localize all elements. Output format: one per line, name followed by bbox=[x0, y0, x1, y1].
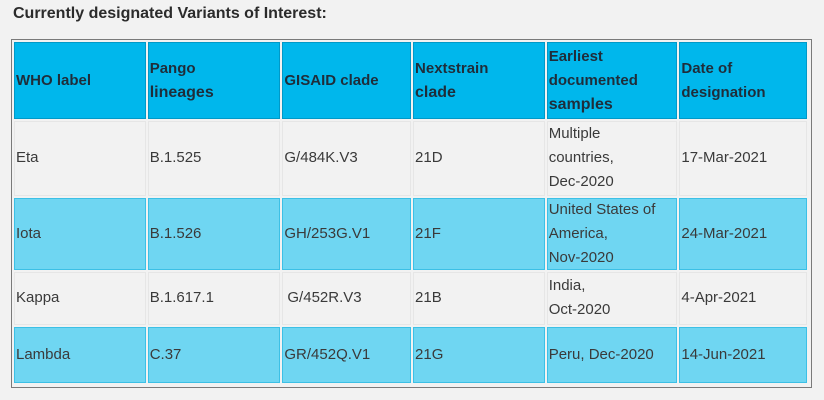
earliest-line: Peru, Dec-2020 bbox=[548, 345, 654, 363]
header-earliest-line1: Earliest bbox=[548, 47, 603, 65]
cell-pango: B.1.525 bbox=[147, 121, 281, 196]
cell-earliest: United States of America, Nov-2020 bbox=[546, 197, 678, 271]
cell-gisaid: G/484K.V3 bbox=[282, 121, 412, 196]
table-row: Kappa B.1.617.1 G/452R.V3 21B India, Oct… bbox=[14, 272, 807, 325]
header-nextstrain-clade: Nextstrain clade bbox=[413, 42, 545, 119]
table-row: Eta B.1.525 G/484K.V3 21D Multiple count… bbox=[14, 121, 807, 196]
cell-who-label: Kappa bbox=[14, 272, 146, 325]
cell-nextstrain: 21D bbox=[413, 121, 545, 196]
cell-date: 17-Mar-2021 bbox=[679, 121, 807, 196]
table-header-row: WHO label Pango lineages GISAID clade Ne… bbox=[14, 42, 807, 119]
header-pango-line1: Pango bbox=[149, 59, 196, 77]
header-who-label: WHO label bbox=[14, 42, 146, 119]
earliest-line: Nov-2020 bbox=[548, 248, 614, 266]
variants-of-interest-table: WHO label Pango lineages GISAID clade Ne… bbox=[12, 40, 809, 385]
variants-table-frame: WHO label Pango lineages GISAID clade Ne… bbox=[11, 39, 812, 388]
header-earliest-line3: samples bbox=[548, 95, 613, 113]
table-row: Iota B.1.526 GH/253G.V1 21F United State… bbox=[14, 197, 807, 271]
header-pango-line2: lineages bbox=[149, 83, 214, 101]
header-earliest-samples: Earliest documented samples bbox=[546, 42, 678, 119]
cell-nextstrain: 21G bbox=[413, 326, 545, 383]
header-pango-lineages: Pango lineages bbox=[147, 42, 281, 119]
cell-nextstrain: 21F bbox=[413, 197, 545, 271]
header-nextstrain-line1: Nextstrain bbox=[415, 59, 489, 77]
cell-gisaid: G/452R.V3 bbox=[282, 272, 412, 325]
cell-who-label: Eta bbox=[14, 121, 146, 196]
cell-earliest: Peru, Dec-2020 bbox=[546, 326, 678, 383]
earliest-line: Multiple bbox=[548, 125, 601, 143]
header-nextstrain-line2: clade bbox=[415, 83, 456, 101]
header-date-line1: Date of bbox=[681, 59, 733, 77]
header-gisaid-clade: GISAID clade bbox=[282, 42, 412, 119]
table-row: Lambda C.37 GR/452Q.V1 21G Peru, Dec-202… bbox=[14, 326, 807, 383]
earliest-line: United States of bbox=[548, 200, 656, 218]
header-earliest-line2: documented bbox=[548, 71, 638, 89]
header-date-line2: designation bbox=[681, 83, 766, 101]
cell-gisaid: GH/253G.V1 bbox=[282, 197, 412, 271]
header-gisaid-text: GISAID clade bbox=[284, 71, 379, 89]
cell-gisaid: GR/452Q.V1 bbox=[282, 326, 412, 383]
cell-nextstrain: 21B bbox=[413, 272, 545, 325]
cell-earliest: India, Oct-2020 bbox=[546, 272, 678, 325]
earliest-line: Oct-2020 bbox=[548, 301, 611, 319]
cell-who-label: Lambda bbox=[14, 326, 146, 383]
header-who-label-text: WHO label bbox=[16, 71, 92, 89]
earliest-line: India, bbox=[548, 277, 586, 295]
cell-pango: C.37 bbox=[147, 326, 281, 383]
cell-date: 4-Apr-2021 bbox=[679, 272, 807, 325]
cell-pango: B.1.617.1 bbox=[147, 272, 281, 325]
cell-earliest: Multiple countries, Dec-2020 bbox=[546, 121, 678, 196]
earliest-line: America, bbox=[548, 224, 608, 242]
cell-date: 24-Mar-2021 bbox=[679, 197, 807, 271]
header-date-of-designation: Date of designation bbox=[679, 42, 807, 119]
page-heading: Currently designated Variants of Interes… bbox=[13, 5, 327, 22]
earliest-line: Dec-2020 bbox=[548, 173, 614, 191]
earliest-line: countries, bbox=[548, 149, 614, 167]
cell-pango: B.1.526 bbox=[147, 197, 281, 271]
cell-who-label: Iota bbox=[14, 197, 146, 271]
cell-date: 14-Jun-2021 bbox=[679, 326, 807, 383]
